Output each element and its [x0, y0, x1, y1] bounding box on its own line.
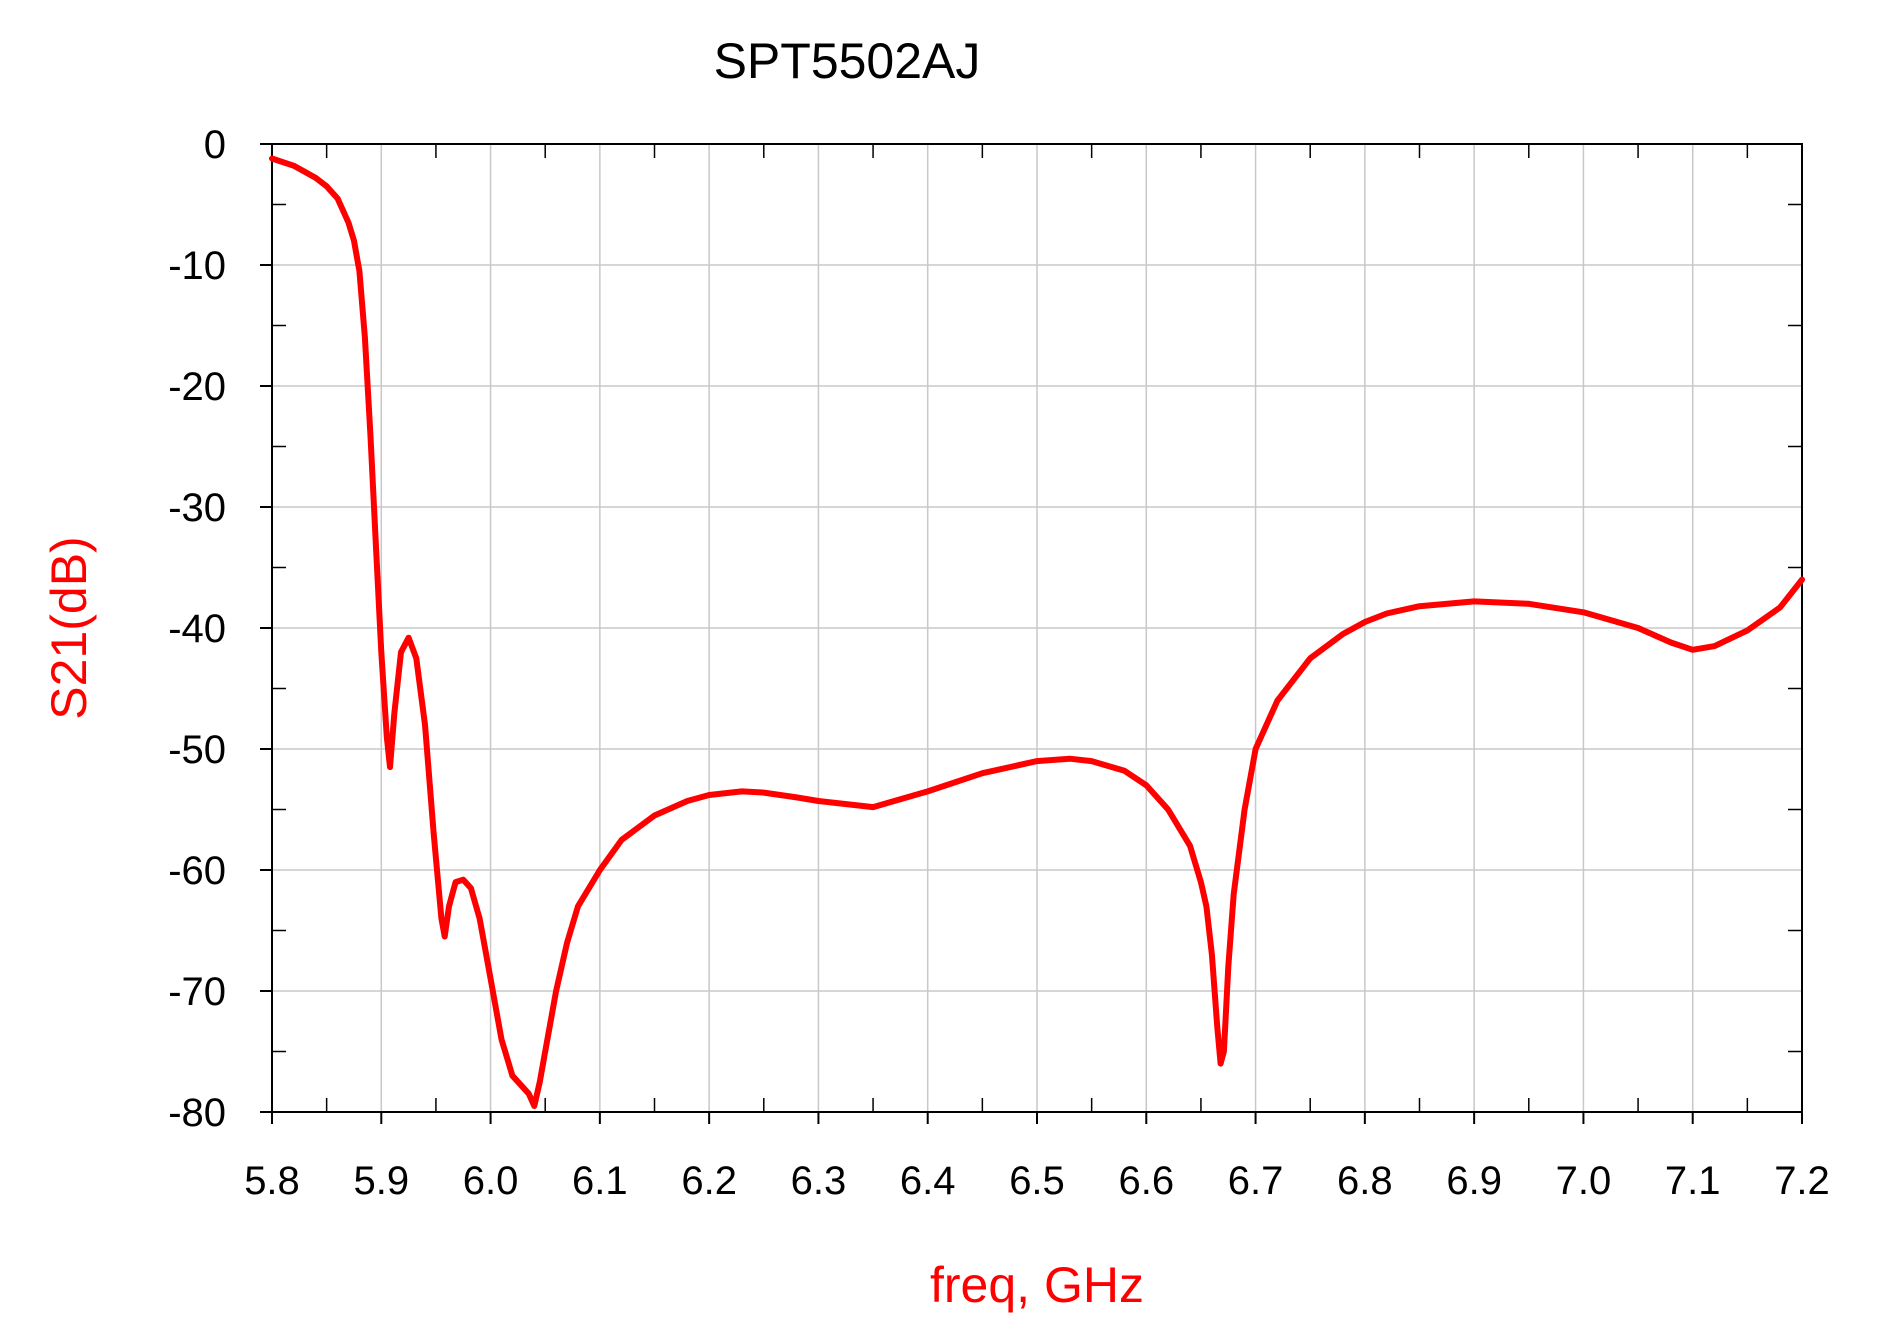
x-tick-label: 6.9: [1446, 1159, 1502, 1203]
y-tick-label: -70: [168, 970, 226, 1014]
y-tick-label: -20: [168, 365, 226, 409]
y-axis-label: S21(dB): [41, 536, 97, 719]
y-tick-label: -40: [168, 607, 226, 651]
x-tick-label: 6.3: [791, 1159, 847, 1203]
x-tick-label: 6.6: [1118, 1159, 1174, 1203]
s21-series-line: [269, 155, 1805, 1109]
x-tick-label: 7.2: [1774, 1159, 1830, 1203]
y-tick-label: -80: [168, 1091, 226, 1135]
plot-frame: [271, 143, 1803, 1113]
x-axis-label: freq, GHz: [930, 1257, 1144, 1313]
y-tick-label: -30: [168, 486, 226, 530]
chart-title: SPT5502AJ: [714, 33, 981, 89]
x-tick-label: 5.9: [353, 1159, 409, 1203]
x-tick-label: 6.7: [1228, 1159, 1284, 1203]
x-tick-label: 6.2: [681, 1159, 737, 1203]
x-tick-label: 6.0: [463, 1159, 519, 1203]
x-tick-label: 7.1: [1665, 1159, 1721, 1203]
grid: [271, 143, 1803, 1113]
x-tick-label: 7.0: [1556, 1159, 1612, 1203]
y-tick-labels: 0 -10 -20 -30 -40 -50 -60 -70 -80: [168, 123, 226, 1135]
x-tick-label: 6.5: [1009, 1159, 1065, 1203]
x-tick-label: 6.8: [1337, 1159, 1393, 1203]
x-tick-label: 5.8: [244, 1159, 300, 1203]
y-tick-label: -50: [168, 728, 226, 772]
y-tick-label: -60: [168, 849, 226, 893]
x-tick-label: 6.4: [900, 1159, 956, 1203]
y-tick-label: 0: [204, 123, 226, 167]
y-tick-label: -10: [168, 244, 226, 288]
x-tick-labels: 5.8 5.9 6.0 6.1 6.2 6.3 6.4 6.5 6.6 6.7 6.8 6.9 7.0 7…: [244, 1159, 1830, 1203]
x-tick-label: 6.1: [572, 1159, 628, 1203]
minor-ticks: [260, 143, 1803, 1124]
